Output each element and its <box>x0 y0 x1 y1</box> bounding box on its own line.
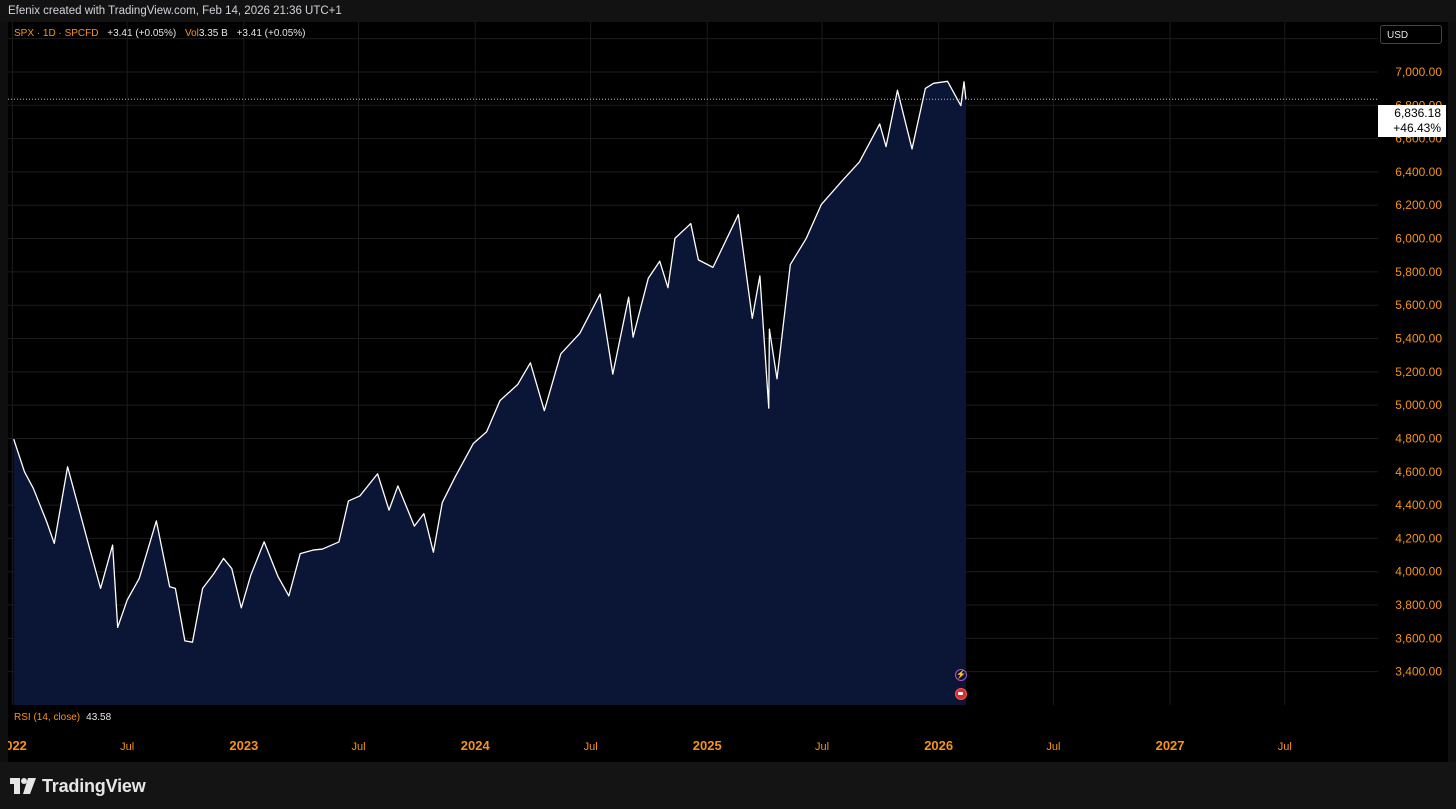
y-tick-label: 5,000.00 <box>1395 398 1442 412</box>
last-price-label: 6,836.18 +46.43% <box>1378 105 1446 137</box>
y-tick-label: 6,400.00 <box>1395 165 1442 179</box>
x-tick-label: 2026 <box>924 738 953 753</box>
x-tick-label: Jul <box>815 741 829 753</box>
price-chart[interactable]: 3,400.00 3,600.00 3,800.00 4,000.00 4,200.00… <box>8 22 1448 762</box>
x-tick-label: 2025 <box>693 738 722 753</box>
x-tick-label: 2027 <box>1156 738 1185 753</box>
y-tick-label: 3,600.00 <box>1395 631 1442 645</box>
y-tick-label: 3,400.00 <box>1395 665 1442 679</box>
volume-value: 3.35 B <box>198 28 228 39</box>
y-tick-label: 4,600.00 <box>1395 465 1442 479</box>
y-tick-label: 4,800.00 <box>1395 431 1442 445</box>
tradingview-logo-icon <box>10 778 36 794</box>
x-tick-label: Jul <box>1046 741 1060 753</box>
x-tick-label: Jul <box>1278 741 1292 753</box>
x-tick-label: Jul <box>584 741 598 753</box>
y-tick-label: 5,600.00 <box>1395 298 1442 312</box>
x-tick-label: Jul <box>352 741 366 753</box>
rsi-indicator[interactable]: RSI (14, close) 43.58 <box>14 712 111 723</box>
symbol-label[interactable]: SPX · 1D · SPCFD <box>14 28 99 39</box>
y-tick-label: 4,400.00 <box>1395 498 1442 512</box>
y-tick-label: 5,800.00 <box>1395 265 1442 279</box>
chart-legend[interactable]: SPX · 1D · SPCFD +3.41 (+0.05%) Vol3.35 … <box>14 28 306 39</box>
price-area-fill <box>13 81 966 706</box>
y-tick-label: 6,000.00 <box>1395 232 1442 246</box>
price-change: +3.41 (+0.05%) <box>107 28 177 39</box>
chart-credit: Efenix created with TradingView.com, Feb… <box>8 5 342 17</box>
y-tick-label: 3,800.00 <box>1395 598 1442 612</box>
price-line <box>13 80 967 643</box>
y-tick-label: 4,000.00 <box>1395 565 1442 579</box>
x-tick-label: 2022 <box>8 738 27 753</box>
last-price-pct: +46.43% <box>1393 121 1441 135</box>
volume-change: +3.41 (+0.05%) <box>236 28 306 39</box>
header-bar: Efenix created with TradingView.com, Feb… <box>0 0 1456 22</box>
footer-bar: TradingView <box>0 762 1456 809</box>
y-tick-label: 4,200.00 <box>1395 531 1442 545</box>
y-tick-label: 5,400.00 <box>1395 332 1442 346</box>
x-tick-label: Jul <box>120 741 134 753</box>
y-tick-label: 7,000.00 <box>1395 65 1442 79</box>
brand-name: TradingView <box>42 775 146 796</box>
lightning-icon[interactable]: ⚡ <box>955 669 967 681</box>
x-tick-label: 2023 <box>229 738 258 753</box>
rsi-label[interactable]: RSI (14, close) <box>14 712 81 723</box>
y-tick-label: 5,200.00 <box>1395 365 1442 379</box>
us-flag-icon[interactable] <box>955 688 967 700</box>
tradingview-logo[interactable]: TradingView <box>10 774 146 798</box>
last-price-value: 6,836.18 <box>1394 106 1441 120</box>
x-tick-label: 2024 <box>461 738 491 753</box>
y-tick-label: 6,200.00 <box>1395 198 1442 212</box>
rsi-value: 43.58 <box>86 712 112 723</box>
currency-selector[interactable]: USD <box>1380 25 1442 44</box>
volume-label: Vol <box>184 28 199 39</box>
